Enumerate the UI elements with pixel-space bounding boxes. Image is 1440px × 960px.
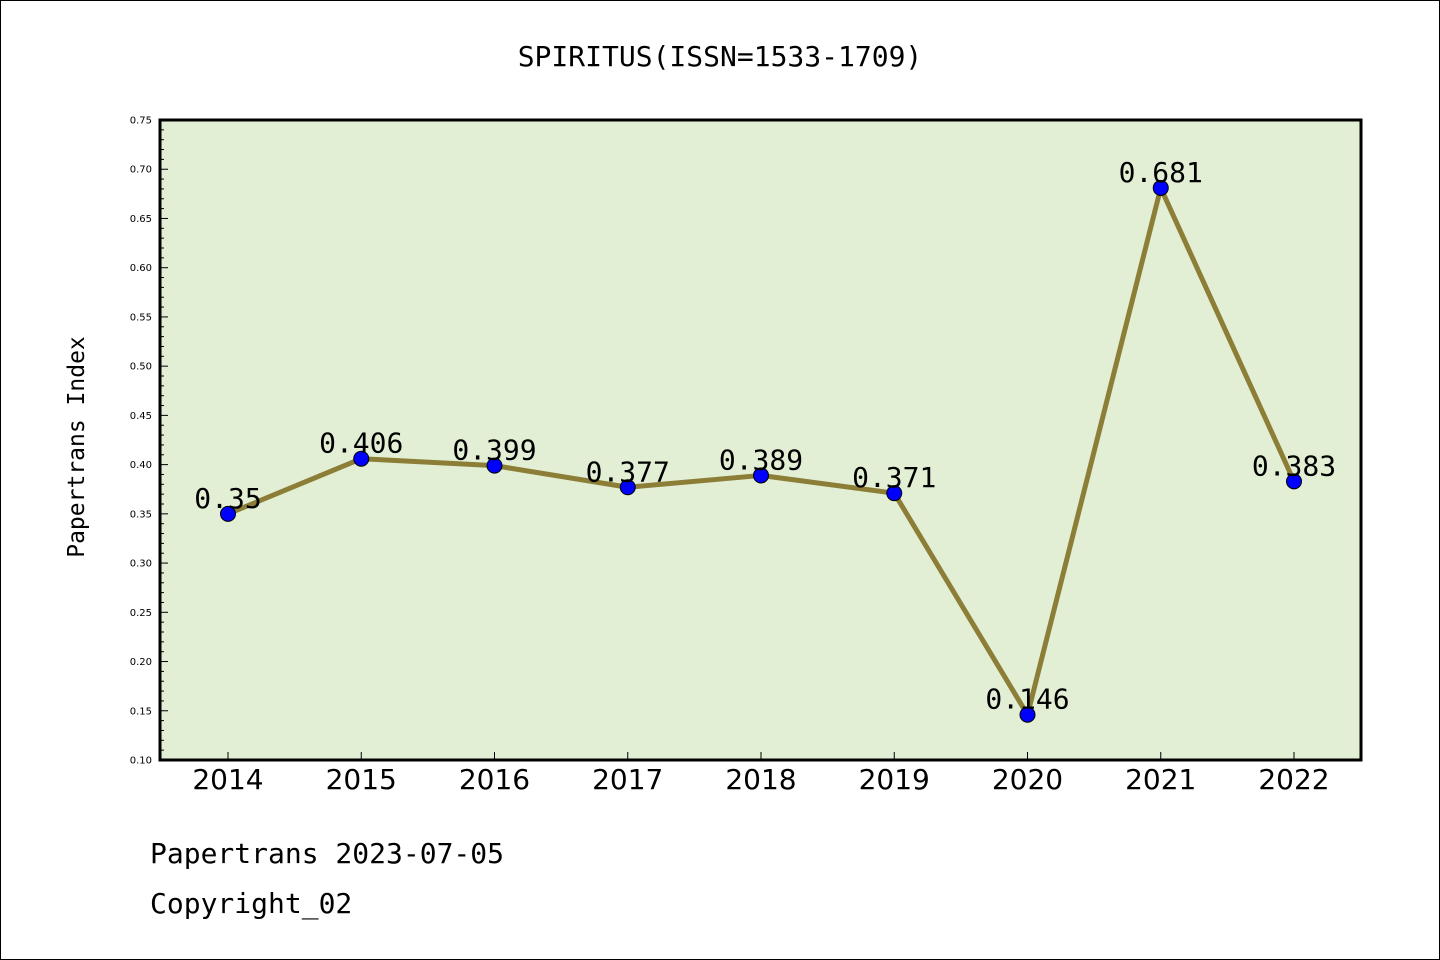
- data-label: 0.146: [985, 683, 1069, 716]
- data-point: [619, 479, 636, 496]
- data-point: [220, 505, 236, 522]
- data-point: [1152, 179, 1169, 196]
- y-tick-label: 0.15: [130, 706, 152, 717]
- footer-date: Papertrans 2023-07-05: [150, 837, 504, 870]
- data-label: 0.371: [852, 461, 936, 494]
- x-tick-label: 2021: [1125, 763, 1196, 796]
- data-label: 0.681: [1119, 156, 1203, 189]
- y-tick-label: 0.65: [130, 214, 152, 225]
- y-tick-label: 0.60: [130, 263, 152, 274]
- y-tick-label: 0.30: [130, 559, 152, 570]
- y-tick-label: 0.20: [130, 657, 152, 668]
- y-tick-label: 0.50: [130, 362, 152, 373]
- x-tick-label: 2017: [592, 763, 663, 796]
- data-series: 0.35 0.406 0.399 0.377 0.389 0.371 0.146 0.681 0…: [194, 156, 1336, 723]
- chart-title: SPIRITUS(ISSN=1533-1709): [518, 40, 923, 73]
- y-tick-label: 0.70: [130, 165, 152, 176]
- x-tick-label: 2018: [725, 763, 796, 796]
- footer-copyright: Copyright_02: [150, 887, 352, 921]
- plot-border: [158, 118, 1363, 762]
- data-point: [753, 467, 769, 484]
- data-point: [353, 450, 370, 467]
- data-point: [1286, 473, 1302, 490]
- data-label: 0.383: [1252, 449, 1336, 482]
- data-label: 0.399: [452, 434, 536, 467]
- y-tick-label: 0.55: [130, 312, 152, 323]
- data-label: 0.406: [319, 427, 403, 460]
- y-tick-label: 0.25: [130, 608, 152, 619]
- data-label: 0.35: [194, 482, 261, 515]
- x-tick-label: 2022: [1258, 763, 1329, 796]
- y-tick-label: 0.75: [130, 116, 152, 127]
- y-tick-label: 0.10: [130, 756, 152, 767]
- data-label: 0.389: [719, 443, 803, 476]
- data-point: [886, 485, 903, 502]
- data-point: [486, 457, 503, 474]
- y-tick-label: 0.40: [130, 460, 152, 471]
- x-tick-label: 2019: [859, 763, 930, 796]
- y-tick-label: 0.45: [130, 411, 152, 422]
- plot-area: [160, 120, 1361, 760]
- y-tick-label: 0.35: [130, 509, 152, 520]
- x-tick-label: 2016: [459, 763, 530, 796]
- x-tick-label: 2015: [326, 763, 397, 796]
- x-tick-label: 2020: [992, 763, 1063, 796]
- data-label: 0.377: [586, 455, 670, 488]
- x-axis: 2014 2015 2016 2017 2018 2019 2020 2021 2022: [192, 752, 1330, 796]
- data-point: [1019, 706, 1036, 723]
- x-tick-label: 2014: [192, 763, 263, 796]
- y-axis-label: Papertrans Index: [64, 336, 90, 558]
